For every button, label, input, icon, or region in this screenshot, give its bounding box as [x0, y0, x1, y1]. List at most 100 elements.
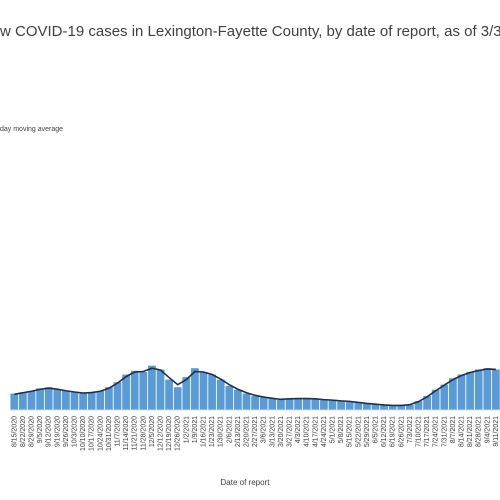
x-tick-label: 7/24/2021	[433, 416, 440, 447]
x-tick-label: 5/1/2021	[330, 416, 337, 443]
bar	[345, 401, 354, 410]
bar	[440, 384, 449, 410]
bar	[397, 405, 406, 410]
bar	[62, 391, 70, 410]
bar	[79, 393, 87, 410]
bar	[414, 401, 423, 410]
x-tick-label: 7/10/2021	[416, 416, 423, 447]
x-tick-label: 11/7/2020	[115, 416, 122, 447]
x-axis-label: Date of report	[221, 478, 271, 487]
bar	[328, 399, 337, 410]
bar	[474, 369, 483, 410]
x-tick-label: 9/4/2021	[484, 416, 491, 443]
bar	[182, 377, 191, 410]
bar	[199, 372, 208, 410]
bar	[363, 403, 371, 410]
x-tick-label: 5/8/2021	[338, 416, 345, 443]
bar	[165, 379, 173, 410]
x-tick-label: 2/27/2021	[252, 416, 259, 447]
bar	[208, 374, 216, 410]
x-tick-label: 11/28/2020	[140, 416, 147, 451]
x-tick-label: 1/30/2021	[218, 416, 225, 447]
bar	[354, 402, 363, 410]
x-tick-label: 12/26/2020	[175, 416, 182, 451]
bar	[113, 382, 122, 410]
bar	[380, 404, 388, 410]
x-tick-label: 8/22/2020	[20, 416, 27, 447]
bar	[388, 405, 397, 410]
bar	[251, 396, 259, 410]
legend-label: day moving average	[0, 126, 63, 133]
x-tick-label: 8/14/2021	[459, 416, 466, 447]
bar	[449, 378, 457, 410]
x-tick-label: 9/5/2020	[37, 416, 44, 443]
x-tick-label: 7/3/2021	[407, 416, 414, 443]
x-tick-label: 6/5/2021	[373, 416, 380, 443]
bar	[156, 369, 165, 410]
bar	[431, 389, 440, 410]
x-tick-label: 8/28/2021	[476, 416, 483, 447]
x-tick-label: 6/19/2021	[390, 416, 397, 447]
x-tick-label: 10/17/2020	[89, 416, 96, 451]
x-tick-label: 10/31/2020	[106, 416, 113, 451]
bar	[148, 365, 156, 410]
bar	[122, 374, 130, 410]
bar	[371, 404, 380, 410]
x-tick-label: 3/20/2021	[278, 416, 285, 447]
x-tick-label: 10/24/2020	[97, 416, 104, 451]
x-tick-label: 10/3/2020	[72, 416, 79, 447]
bar	[483, 368, 492, 410]
x-tick-label: 3/13/2021	[269, 416, 276, 447]
x-tick-label: 2/13/2021	[235, 416, 242, 447]
bar	[337, 401, 345, 410]
bar	[139, 372, 148, 410]
bar	[27, 391, 36, 410]
bar	[320, 399, 328, 410]
bar	[311, 398, 320, 410]
bar	[457, 374, 466, 410]
bar	[268, 398, 277, 410]
x-tick-label: 12/19/2020	[166, 416, 173, 451]
chart-title: w COVID-19 cases in Lexington-Fayette Co…	[0, 23, 500, 40]
bar	[466, 372, 474, 410]
x-tick-label: 5/15/2021	[347, 416, 354, 447]
x-tick-label: 2/6/2021	[226, 416, 233, 443]
bar	[96, 391, 105, 410]
x-tick-label: 12/12/2020	[158, 416, 165, 451]
bar	[423, 396, 431, 410]
x-tick-label: 10/10/2020	[80, 416, 87, 451]
bar	[492, 369, 500, 410]
x-tick-label: 8/7/2021	[450, 416, 457, 443]
x-tick-label: 7/17/2021	[424, 416, 431, 447]
x-tick-label: 7/31/2021	[441, 416, 448, 447]
x-tick-label: 8/29/2020	[29, 416, 36, 447]
x-tick-label: 3/6/2021	[261, 416, 268, 443]
x-tick-label: 1/16/2021	[201, 416, 208, 447]
x-tick-label: 1/2/2021	[183, 416, 190, 443]
bar	[259, 397, 268, 410]
x-tick-label: 5/29/2021	[364, 416, 371, 447]
bar	[36, 388, 44, 410]
x-tick-label: 4/24/2021	[321, 416, 328, 447]
x-tick-label: 9/26/2020	[63, 416, 70, 447]
x-tick-label: 3/27/2021	[287, 416, 294, 447]
bar	[294, 398, 302, 410]
bar	[302, 398, 311, 410]
x-tick-label: 6/26/2021	[398, 416, 405, 447]
bar	[234, 389, 242, 410]
bar	[285, 398, 294, 410]
x-tick-label: 1/23/2021	[209, 416, 216, 447]
bar	[44, 387, 53, 410]
bar	[277, 399, 285, 410]
bar	[242, 393, 251, 410]
x-tick-label: 11/21/2020	[132, 416, 139, 451]
bar	[53, 389, 62, 410]
x-tick-label: 4/10/2021	[304, 416, 311, 447]
x-tick-label: 5/22/2021	[355, 416, 362, 447]
bar	[10, 393, 19, 410]
x-tick-label: 8/21/2021	[467, 416, 474, 447]
moving-average-line	[14, 367, 496, 407]
bar	[105, 387, 113, 410]
bar	[130, 370, 139, 410]
